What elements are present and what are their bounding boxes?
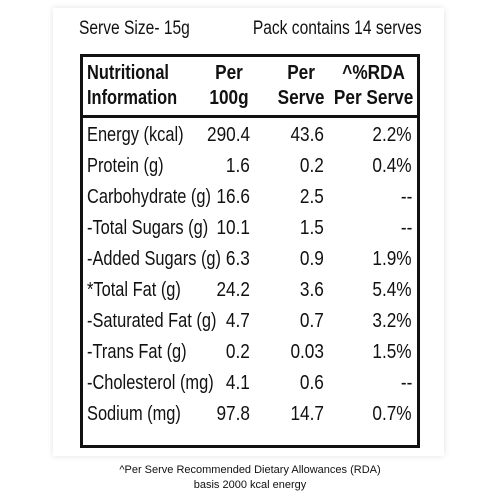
header-per-serve: Per Serve [277, 61, 324, 111]
table-row-saturated-fat: -Saturated Fat (g) 4.7 0.7 3.2% [83, 306, 417, 337]
row-name: Protein (g) [87, 155, 164, 177]
row-name: -Added Sugars (g) [87, 248, 222, 270]
row-per-100g: 4.7 [226, 310, 250, 332]
row-per-100g: 0.2 [226, 341, 250, 363]
table-row-total-sugars: -Total Sugars (g) 10.1 1.5 -- [83, 213, 417, 244]
nutrition-label-panel: Serve Size- 15g Pack contains 14 serves … [53, 8, 444, 456]
serve-size-text: Serve Size- 15g [79, 18, 190, 39]
row-rda: -- [400, 217, 412, 239]
header-nutrient-line1: Nutritional [87, 62, 169, 84]
row-per-serve: 2.5 [300, 186, 324, 208]
row-per-serve: 0.6 [300, 372, 324, 394]
header-per-100g-line1: Per [215, 62, 244, 84]
header-nutrient: Nutritional Information [87, 61, 177, 111]
row-per-serve: 0.03 [290, 341, 324, 363]
row-per-100g: 10.1 [216, 217, 250, 239]
table-row-trans-fat: -Trans Fat (g) 0.2 0.03 1.5% [83, 337, 417, 368]
table-row-added-sugars: -Added Sugars (g) 6.3 0.9 1.9% [83, 244, 417, 275]
row-name: *Total Fat (g) [87, 279, 181, 301]
header-per-serve-line2: Serve [277, 87, 324, 109]
row-per-100g: 6.3 [226, 248, 250, 270]
row-name: Sodium (mg) [87, 403, 181, 425]
table-row-total-fat: *Total Fat (g) 24.2 3.6 5.4% [83, 275, 417, 306]
row-rda: 3.2% [372, 310, 412, 332]
row-name: -Saturated Fat (g) [87, 310, 217, 332]
row-per-100g: 24.2 [216, 279, 250, 301]
row-name: -Trans Fat (g) [87, 341, 187, 363]
row-per-serve: 3.6 [300, 279, 324, 301]
row-per-serve: 0.2 [300, 155, 324, 177]
nutrition-table: Nutritional Information Per 100g Per Ser… [80, 54, 420, 448]
row-per-100g: 97.8 [216, 403, 250, 425]
header-per-100g: Per 100g [210, 61, 249, 111]
pack-contains-text: Pack contains 14 serves [252, 18, 422, 39]
row-rda: 0.7% [372, 403, 412, 425]
row-name: Carbohydrate (g) [87, 186, 211, 208]
row-rda: 1.9% [372, 248, 412, 270]
rda-footnote: ^Per Serve Recommended Dietary Allowance… [0, 463, 500, 493]
row-per-100g: 16.6 [216, 186, 250, 208]
row-per-100g: 1.6 [226, 155, 250, 177]
header-divider [83, 115, 417, 118]
row-per-serve: 43.6 [290, 124, 324, 146]
row-rda: 0.4% [372, 155, 412, 177]
row-per-100g: 4.1 [226, 372, 250, 394]
table-row-carbohydrate: Carbohydrate (g) 16.6 2.5 -- [83, 182, 417, 213]
row-per-serve: 1.5 [300, 217, 324, 239]
row-name: -Cholesterol (mg) [87, 372, 214, 394]
header-rda-line2: Per Serve [333, 87, 413, 109]
serve-info-line: Serve Size- 15g Pack contains 14 serves [79, 18, 422, 46]
header-rda-line1: ^%RDA [342, 62, 405, 84]
header-nutrient-line2: Information [87, 87, 178, 109]
row-rda: -- [400, 372, 412, 394]
footnote-line2: basis 2000 kcal energy [193, 479, 307, 491]
footnote-line1: ^Per Serve Recommended Dietary Allowance… [119, 464, 381, 476]
row-per-serve: 14.7 [290, 403, 324, 425]
table-row-energy: Energy (kcal) 290.4 43.6 2.2% [83, 120, 417, 151]
row-rda: 1.5% [372, 341, 412, 363]
row-name: Energy (kcal) [87, 124, 184, 146]
header-rda: ^%RDA Per Serve [334, 61, 413, 111]
table-row-protein: Protein (g) 1.6 0.2 0.4% [83, 151, 417, 182]
header-per-100g-line2: 100g [209, 87, 249, 109]
row-name: -Total Sugars (g) [87, 217, 209, 239]
row-rda: 5.4% [372, 279, 412, 301]
row-per-serve: 0.9 [300, 248, 324, 270]
row-per-serve: 0.7 [300, 310, 324, 332]
row-per-100g: 290.4 [206, 124, 250, 146]
table-row-sodium: Sodium (mg) 97.8 14.7 0.7% [83, 399, 417, 430]
row-rda: 2.2% [372, 124, 412, 146]
header-per-serve-line1: Per [286, 62, 315, 84]
table-row-cholesterol: -Cholesterol (mg) 4.1 0.6 -- [83, 368, 417, 399]
row-rda: -- [400, 186, 412, 208]
